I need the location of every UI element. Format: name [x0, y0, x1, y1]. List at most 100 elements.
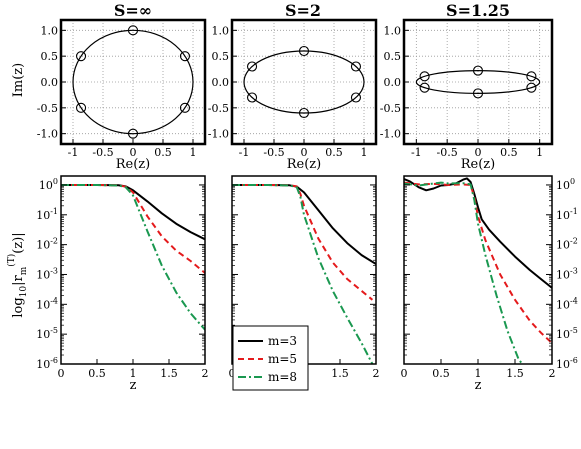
pole-point-2	[350, 92, 362, 103]
pole-point-0	[298, 45, 310, 57]
title-s-2: S=2	[285, 1, 321, 20]
series-m=8	[404, 181, 524, 364]
xlabel: Re(z)	[116, 157, 150, 172]
ytick-label-1: -0.5	[208, 102, 229, 115]
xtick-label-3: 1.5	[160, 367, 178, 380]
xtick-label-4: 1	[361, 146, 368, 159]
xtick-label-2: 1	[475, 367, 482, 380]
xlabel: z	[475, 378, 482, 393]
top-panel-1: -1 -0.5 0 0.5 1 -1.0 -0.5 0.0 0.5 1.0 Re(z)	[208, 18, 378, 172]
pole-point-1	[526, 71, 537, 82]
bottom-panel-2: 0 0.5 1 1.5 2 z 10-6 10-5 10-4 10-3 10-2 10-1 100	[401, 175, 578, 393]
xlabel: Re(z)	[287, 157, 321, 172]
pole-point-4	[419, 82, 430, 93]
ytick-label-4: 1.0	[41, 24, 59, 37]
ytick-label-0: 10-6	[556, 356, 578, 371]
xtick-label-4: 1	[536, 146, 543, 159]
ytick-label-1: -0.5	[37, 102, 58, 115]
xtick-label-1: 0.5	[88, 367, 106, 380]
contour-ellipse	[72, 29, 194, 135]
ytick-label-3: 10-3	[556, 266, 578, 281]
series-m=5	[61, 184, 205, 274]
pole-point-0	[472, 65, 484, 76]
xtick-label-3: 0.5	[154, 146, 172, 159]
xtick-label-3: 0.5	[325, 146, 343, 159]
xtick-label-1: -0.5	[263, 146, 284, 159]
ytick-label-5: 10-1	[36, 207, 58, 222]
ytick-label-3: 10-3	[36, 266, 58, 281]
ytick-label-0: -1.0	[37, 128, 58, 141]
xtick-label-3: 1.5	[331, 367, 349, 380]
ytick-label-4: 1.0	[212, 24, 230, 37]
top-panels: -1 -0.5 0 0.5 1 -1.0 -0.5 0.0 0.5 1.0 Re(z) -1 -0.5 0…	[37, 18, 554, 172]
xtick-label-0: -1	[411, 146, 422, 159]
ytick-label-1: 10-5	[556, 326, 578, 341]
ytick-label-4: 1.0	[384, 24, 402, 37]
pole-point-5	[419, 71, 430, 82]
xtick-label-4: 2	[373, 367, 380, 380]
legend-label-m5: m=5	[268, 352, 297, 366]
xtick-label-4: 2	[549, 367, 556, 380]
series-m=3	[61, 184, 205, 241]
ytick-label-6: 100	[556, 177, 575, 192]
title-s-infinity: S=∞	[114, 1, 152, 20]
pole-point-3	[472, 88, 484, 99]
ytick-label-0: -1.0	[208, 128, 229, 141]
ytick-label-3: 0.5	[41, 50, 59, 63]
ytick-label-1: 10-5	[36, 326, 58, 341]
legend-label-m8: m=8	[268, 370, 297, 384]
ytick-label-5: 10-1	[556, 207, 578, 222]
pole-point-4	[246, 92, 258, 103]
pole-point-1	[179, 51, 191, 62]
series-m=8	[232, 184, 374, 364]
ytick-label-3: 0.5	[212, 50, 230, 63]
legend-box	[232, 325, 309, 391]
xlabel: z	[130, 378, 137, 393]
pole-point-2	[179, 102, 191, 113]
xtick-label-0: -1	[239, 146, 250, 159]
contour-ellipse	[243, 50, 365, 114]
series-m=3	[404, 177, 552, 289]
ytick-label-2: 0.0	[212, 76, 230, 89]
legend: m=3 m=5 m=8	[232, 325, 309, 391]
pole-point-3	[127, 128, 139, 139]
xtick-label-0: 0	[229, 367, 236, 380]
pole-point-0	[127, 25, 139, 36]
pole-point-2	[526, 82, 537, 93]
xtick-label-1: -0.5	[437, 146, 458, 159]
xtick-label-2: 0	[475, 146, 482, 159]
xtick-label-1: 0.5	[432, 367, 450, 380]
pole-point-1	[350, 61, 362, 72]
xtick-label-2: 0	[130, 146, 137, 159]
xtick-label-0: 0	[401, 367, 408, 380]
ytick-label-1: -0.5	[380, 102, 401, 115]
pole-point-3	[298, 107, 310, 119]
title-s-1-25: S=1.25	[446, 1, 510, 20]
top-ylabel: Im(z)	[11, 63, 26, 97]
xtick-label-4: 1	[190, 146, 197, 159]
xlabel: Re(z)	[461, 157, 495, 172]
ytick-label-6: 100	[39, 177, 58, 192]
legend-label-m3: m=3	[268, 334, 297, 348]
contour-ellipse	[415, 70, 541, 94]
top-panel-2: -1 -0.5 0 0.5 1 -1.0 -0.5 0.0 0.5 1.0 Re(z)	[380, 18, 554, 172]
ytick-label-4: 10-2	[36, 237, 58, 252]
xtick-label-2: 0	[301, 146, 308, 159]
pole-point-5	[246, 61, 258, 72]
ytick-label-2: 10-4	[36, 296, 58, 311]
series-m=8	[61, 184, 205, 331]
ytick-label-0: 10-6	[36, 356, 58, 371]
xtick-label-4: 2	[202, 367, 209, 380]
xtick-label-0: -1	[68, 146, 79, 159]
top-panel-0: -1 -0.5 0 0.5 1 -1.0 -0.5 0.0 0.5 1.0 Re(z)	[37, 18, 207, 172]
pole-point-4	[75, 102, 87, 113]
ytick-label-4: 10-2	[556, 237, 578, 252]
ytick-label-2: 10-4	[556, 296, 578, 311]
series-m=3	[232, 184, 376, 265]
ytick-label-2: 0.0	[384, 76, 402, 89]
bottom-frame	[60, 175, 206, 365]
xtick-label-1: -0.5	[92, 146, 113, 159]
xtick-label-0: 0	[58, 367, 65, 380]
bottom-panel-0: 0 0.5 1 1.5 2 z 10-6 10-5 10-4 10-3 10-2 10-1 100	[36, 175, 209, 393]
